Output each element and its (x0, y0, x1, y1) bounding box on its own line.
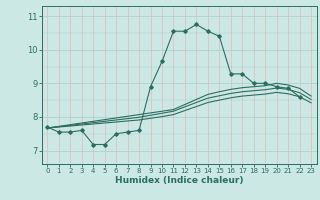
X-axis label: Humidex (Indice chaleur): Humidex (Indice chaleur) (115, 176, 244, 185)
